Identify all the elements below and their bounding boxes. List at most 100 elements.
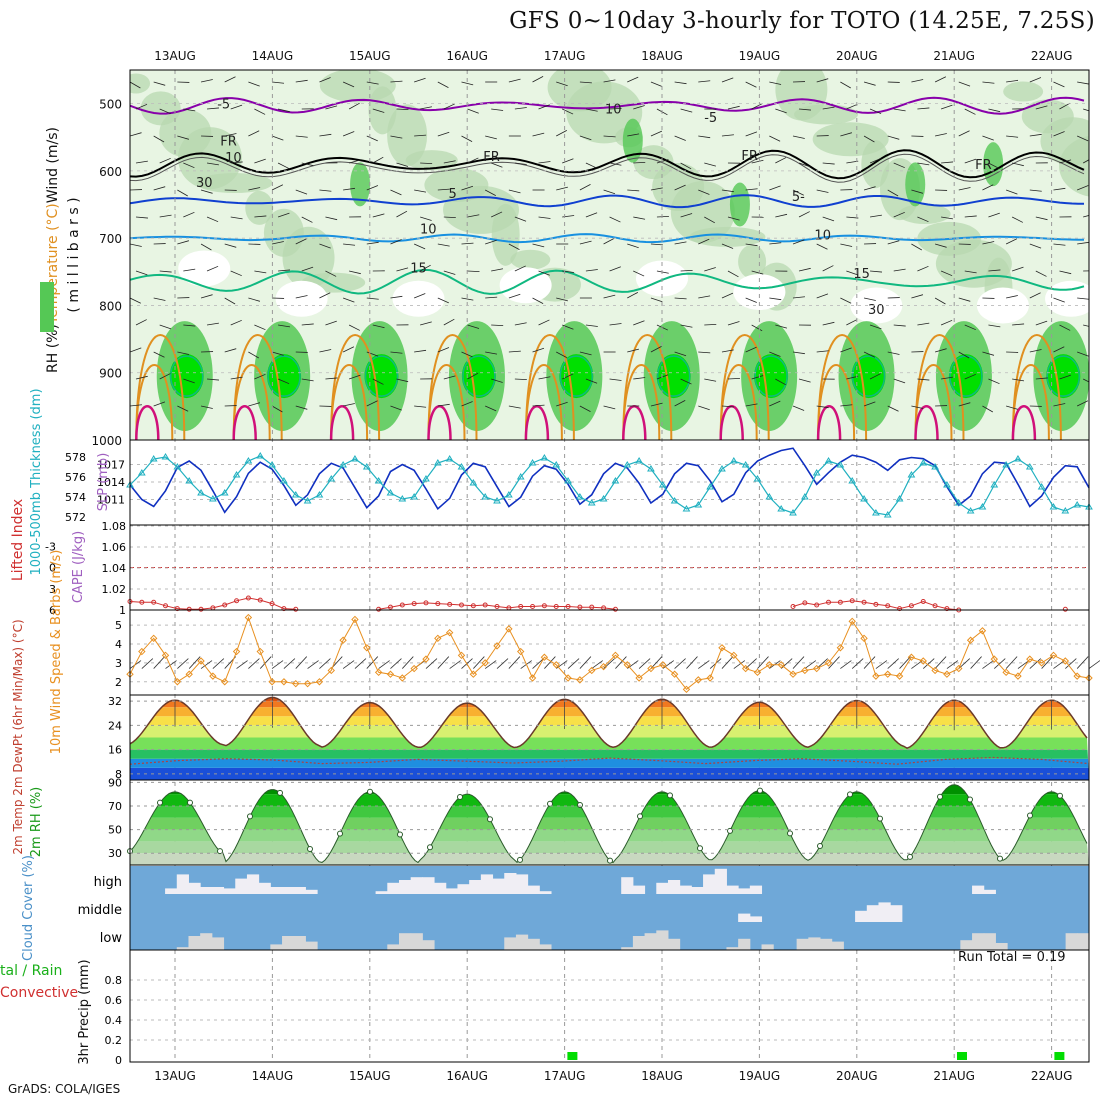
wind-barb (792, 296, 805, 299)
thickness-point (457, 463, 466, 470)
thickness-tick-label: 574 (65, 491, 86, 504)
rh-contour-90 (559, 355, 594, 397)
wind-barb (609, 323, 622, 326)
temp-contour-30 (427, 405, 452, 440)
rh-point (247, 813, 253, 820)
li-point (920, 599, 926, 604)
rh-dry-patch (976, 287, 1029, 324)
thickness-point (682, 505, 691, 512)
wind-barb (372, 108, 385, 113)
temp-band (130, 758, 1089, 768)
wind-barb (135, 103, 148, 110)
wind-barb (396, 162, 409, 167)
wind-barb (508, 293, 521, 299)
wind-barb (130, 81, 141, 89)
wind-barb (1012, 378, 1025, 382)
wind-barb (420, 216, 432, 221)
thickness-point (765, 493, 774, 500)
thickness-point (670, 497, 679, 504)
rh-contour-90 (169, 355, 204, 397)
wind-barb (349, 270, 361, 275)
rh-tick-label: 50 (108, 824, 122, 837)
cloud-cell-high (235, 878, 248, 894)
surface-wind-barb (307, 660, 319, 669)
contour-label: -5 (217, 97, 230, 112)
wind-barb (751, 270, 764, 275)
wind-barb (609, 216, 621, 223)
wind-barb (413, 243, 426, 250)
wind-barb (153, 351, 165, 358)
wind-barb (869, 214, 882, 218)
wind-speed-point (931, 666, 939, 675)
wind-barb (325, 105, 338, 110)
contour-label: 10 (420, 222, 437, 237)
wind-barb (982, 241, 995, 245)
wind-speed-point (588, 666, 596, 675)
rh-green-streak (622, 118, 643, 163)
upper-ylabel: RH (%)Temperature (°C)Wind (m/s) (45, 127, 61, 373)
wind-barb (721, 77, 734, 83)
wind-barb (846, 103, 858, 110)
wind-barb (414, 134, 427, 137)
temp-contour-25 (817, 364, 856, 440)
rh2m-ylabel: 2m RH (%) (29, 787, 44, 858)
temp-ylabel: 2m Temp 2m DewPt (6hr Min/Max) (°C) (11, 619, 25, 854)
wind-barb (775, 213, 788, 218)
wind-barb (372, 156, 384, 164)
li-point (482, 602, 488, 608)
wind-barb (414, 77, 426, 83)
wind-barb (579, 351, 592, 356)
cloud-cell-middle (890, 905, 903, 922)
cloud-cell-high (211, 887, 225, 894)
wind-barb (556, 186, 568, 191)
wind-barb (798, 211, 810, 218)
wind-barb (342, 346, 355, 353)
cloud-cell-high (632, 885, 646, 894)
wind-speed-point (718, 644, 726, 652)
date-label-bottom: 20AUG (836, 1069, 878, 1083)
li-point (944, 606, 950, 612)
wind-barb (656, 374, 669, 380)
wind-barb (958, 351, 970, 359)
precip-bar (1054, 1052, 1065, 1060)
wind-barb (1011, 266, 1024, 272)
wind-barb (230, 216, 243, 220)
wind-barb (745, 131, 758, 137)
wind-speed-point (1014, 672, 1022, 680)
temp-contour-20 (817, 334, 868, 440)
wind-barb (508, 243, 520, 250)
cloud-cell-low (504, 937, 517, 950)
contour-label: FR (220, 134, 237, 149)
temp-line (129, 696, 1088, 750)
wind-barb (822, 106, 835, 110)
li-point (577, 604, 583, 610)
thickness-point (883, 511, 892, 518)
wind-barb (798, 162, 811, 168)
rh-contour-90 (462, 355, 496, 397)
wind-speed-point (576, 676, 584, 684)
rh-fill (130, 784, 1089, 865)
wind-barb (727, 270, 739, 278)
rh-patch (794, 104, 859, 125)
li-point (541, 603, 547, 609)
wind-barb (680, 324, 693, 328)
wind-barb (775, 378, 787, 386)
wind-barb (413, 293, 426, 299)
wind-barb (390, 80, 403, 83)
wind-speed-point (138, 647, 146, 656)
wind-barb (200, 405, 213, 409)
wind-barb (153, 186, 166, 191)
wind-barb (1083, 324, 1089, 327)
temp-band (130, 749, 1089, 759)
cloud-cell-low (983, 933, 996, 950)
wind-barb (958, 297, 971, 302)
cloud-row-label: high (94, 875, 122, 890)
thickness-point (161, 453, 170, 460)
wind-barb (704, 216, 715, 224)
wind-barb (532, 404, 545, 407)
cloud-cell-high (469, 880, 482, 894)
cloud-cell-high (176, 874, 189, 894)
thickness-point (647, 465, 655, 472)
surface-wind-barb (484, 660, 497, 669)
wind-barb (224, 348, 237, 353)
